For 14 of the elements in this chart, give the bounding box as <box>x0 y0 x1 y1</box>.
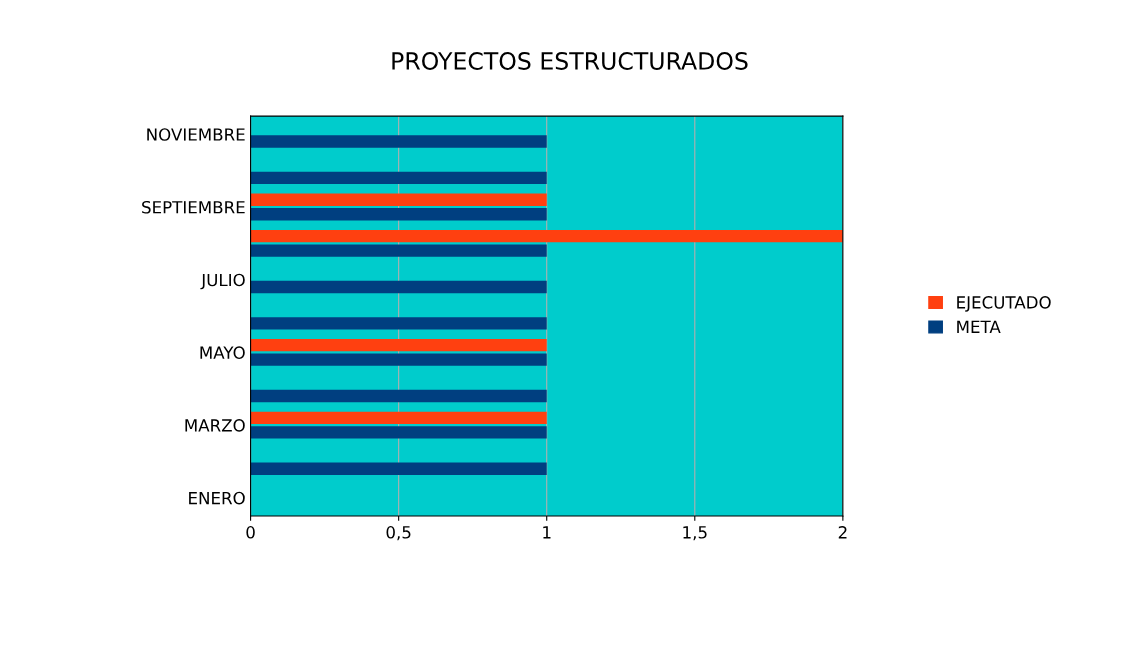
y-tick-label: MARZO <box>185 419 245 432</box>
x-tick-label: 1 <box>543 526 551 539</box>
x-tick-label: 0 <box>246 526 255 539</box>
y-tick-label: ENERO <box>189 491 245 505</box>
chart-title: PROYECTOS ESTRUCTURADOS <box>392 52 748 70</box>
x-tick-label: 1,5 <box>683 526 707 541</box>
x-tick-label: 2 <box>838 526 847 539</box>
x-tick-label: 0,5 <box>386 526 411 541</box>
legend-label: META <box>957 320 1001 333</box>
legend-label: EJECUTADO <box>957 296 1051 312</box>
y-tick-label: JULIO <box>200 273 245 290</box>
y-tick-label: SEPTIEMBRE <box>142 200 245 214</box>
y-tick-label: MAYO <box>200 346 245 359</box>
y-tick-label: NOVIEMBRE <box>147 128 245 141</box>
